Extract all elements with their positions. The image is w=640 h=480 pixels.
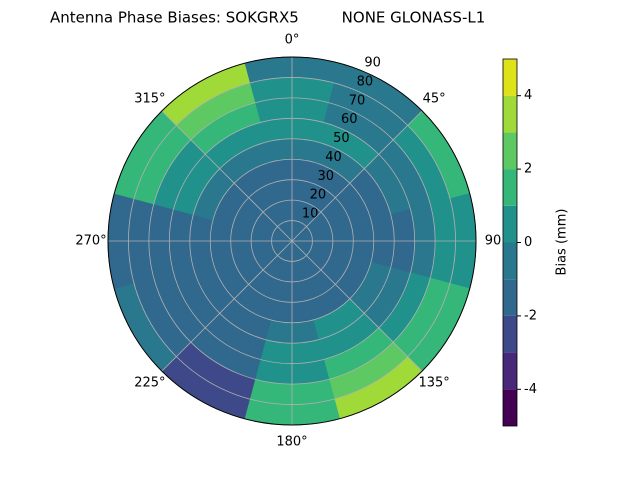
r-tick-label: 10 (302, 207, 319, 222)
colorbar-tick-label: 0 (524, 235, 532, 250)
r-tick-label: 90 (364, 56, 381, 71)
colorbar-tick-label: 2 (524, 162, 532, 177)
grid-spoke (291, 240, 423, 372)
colorbar-band (503, 242, 517, 280)
theta-tick-label: 45° (423, 91, 446, 106)
grid-spoke (161, 110, 293, 242)
theta-tick-label: 315° (134, 91, 165, 106)
r-tick-label: 80 (357, 74, 374, 89)
r-tick-label: 40 (325, 150, 342, 165)
colorbar-band (503, 59, 517, 96)
r-tick-label: 30 (317, 169, 334, 184)
colorbar-tick-label: -4 (524, 382, 537, 397)
chart-title: Antenna Phase Biases: SOKGRX5 NONE GLONA… (50, 9, 485, 27)
grid-spoke (161, 240, 293, 372)
theta-tick-label: 225° (134, 376, 165, 391)
theta-tick-label: 0° (285, 33, 300, 48)
colorbar-band (503, 169, 517, 206)
colorbar-band (503, 132, 517, 170)
r-tick-label: 50 (333, 131, 350, 146)
polar-frame (107, 56, 477, 426)
colorbar-band (503, 352, 517, 390)
theta-tick-label: 135° (418, 376, 449, 391)
theta-tick-label: 270° (75, 234, 106, 249)
colorbar-tick-label: -2 (524, 308, 537, 323)
colorbar-band (503, 315, 517, 353)
r-tick-label: 20 (310, 188, 327, 203)
r-tick-label: 70 (349, 93, 366, 108)
colorbar-tick-label: 4 (524, 88, 532, 103)
colorbar-label: Bias (mm) (555, 209, 570, 276)
theta-tick-label: 180° (276, 435, 307, 450)
r-tick-label: 60 (341, 112, 358, 127)
colorbar-band (503, 205, 517, 243)
grid-spoke (291, 110, 423, 242)
colorbar-band (503, 389, 517, 426)
colorbar-band (503, 95, 517, 133)
theta-tick-label: 90 (485, 234, 502, 249)
colorbar-band (503, 279, 517, 316)
